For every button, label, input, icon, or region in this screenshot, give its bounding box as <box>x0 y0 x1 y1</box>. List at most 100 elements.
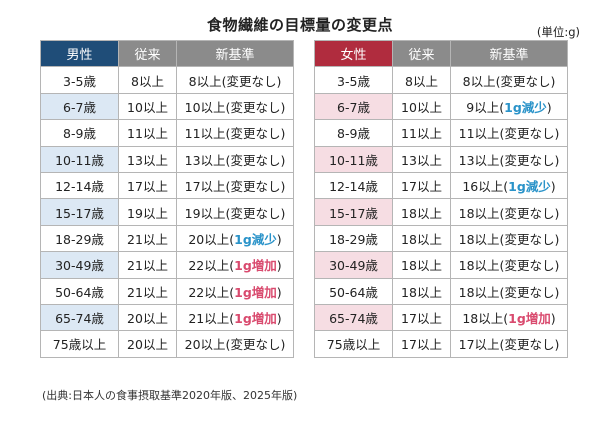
table-row: 75歳以上 20以上 20以上(変更なし) <box>40 330 294 358</box>
table-row: 50-64歳 21以上 22以上(1g増加) <box>40 277 294 305</box>
new-value-text: 18以上(変更なし) <box>458 284 560 300</box>
close-paren: ) <box>276 231 282 247</box>
new-value-cell: 22以上(1g増加) <box>176 277 294 305</box>
old-value-cell: 20以上 <box>118 330 177 358</box>
age-cell: 8-9歳 <box>40 119 119 147</box>
new-value-text: 13以上(変更なし) <box>184 152 286 168</box>
age-cell: 6-7歳 <box>40 92 119 121</box>
old-value-cell: 11以上 <box>118 119 177 147</box>
age-cell: 6-7歳 <box>314 92 393 121</box>
table-row: 18-29歳 18以上 18以上(変更なし) <box>314 224 568 253</box>
new-value-cell: 13以上(変更なし) <box>450 145 568 173</box>
new-value-text: 21以上( <box>188 311 235 327</box>
female-header-sex: 女性 <box>314 39 393 68</box>
male-header-sex: 男性 <box>40 39 119 68</box>
old-value-cell: 19以上 <box>118 198 177 226</box>
old-value-cell: 17以上 <box>392 171 451 200</box>
male-header-new: 新基準 <box>176 39 294 68</box>
table-row: 12-14歳 17以上 17以上(変更なし) <box>40 171 294 200</box>
decrease-highlight: 1g減少 <box>234 231 277 247</box>
new-value-cell: 18以上(変更なし) <box>450 224 568 253</box>
new-value-cell: 20以上(変更なし) <box>176 330 294 358</box>
new-value-cell: 11以上(変更なし) <box>450 119 568 147</box>
new-value-cell: 20以上(1g減少) <box>176 224 294 253</box>
close-paren: ) <box>276 311 282 327</box>
age-cell: 75歳以上 <box>314 330 393 358</box>
new-value-text: 17以上(変更なし) <box>458 337 560 353</box>
table-row: 30-49歳 18以上 18以上(変更なし) <box>314 251 568 279</box>
new-value-cell: 10以上(変更なし) <box>176 92 294 121</box>
table-row: 75歳以上 17以上 17以上(変更なし) <box>314 330 568 358</box>
old-value-cell: 20以上 <box>118 303 177 332</box>
page-title: 食物繊維の目標量の変更点 <box>206 16 393 34</box>
new-value-cell: 11以上(変更なし) <box>176 119 294 147</box>
age-cell: 12-14歳 <box>314 171 393 200</box>
age-cell: 15-17歳 <box>314 198 393 226</box>
male-header-row: 男性 従来 新基準 <box>40 39 294 68</box>
table-row: 8-9歳 11以上 11以上(変更なし) <box>314 119 568 147</box>
new-value-cell: 8以上(変更なし) <box>176 66 294 94</box>
new-value-text: 16以上( <box>462 179 509 195</box>
increase-highlight: 1g増加 <box>234 284 277 300</box>
female-table: 女性 従来 新基準 3-5歳 8以上 8以上(変更なし) 6-7歳 10以上 9以上(1g… <box>314 39 568 358</box>
new-value-text: 22以上( <box>188 258 235 274</box>
female-header-row: 女性 従来 新基準 <box>314 39 568 68</box>
age-cell: 30-49歳 <box>314 251 393 279</box>
new-value-cell: 18以上(変更なし) <box>450 198 568 226</box>
new-value-text: 8以上(変更なし) <box>188 73 282 89</box>
new-value-cell: 9以上(1g減少) <box>450 92 568 121</box>
table-row: 65-74歳 20以上 21以上(1g増加) <box>40 303 294 332</box>
age-cell: 3-5歳 <box>314 66 393 94</box>
age-cell: 18-29歳 <box>40 224 119 253</box>
new-value-cell: 16以上(1g減少) <box>450 171 568 200</box>
old-value-cell: 10以上 <box>118 92 177 121</box>
decrease-highlight: 1g減少 <box>508 179 551 195</box>
new-value-cell: 18以上(変更なし) <box>450 277 568 305</box>
old-value-cell: 18以上 <box>392 277 451 305</box>
male-table: 男性 従来 新基準 3-5歳 8以上 8以上(変更なし) 6-7歳 10以上 10以上(変… <box>40 39 294 358</box>
female-header-new: 新基準 <box>450 39 568 68</box>
new-value-cell: 21以上(1g増加) <box>176 303 294 332</box>
old-value-cell: 21以上 <box>118 251 177 279</box>
old-value-cell: 18以上 <box>392 224 451 253</box>
old-value-cell: 8以上 <box>392 66 451 94</box>
table-row: 15-17歳 19以上 19以上(変更なし) <box>40 198 294 226</box>
table-row: 18-29歳 21以上 20以上(1g減少) <box>40 224 294 253</box>
old-value-cell: 21以上 <box>118 277 177 305</box>
old-value-cell: 13以上 <box>392 145 451 173</box>
source-note: (出典:日本人の食事摂取基準2020年版、2025年版) <box>42 389 298 402</box>
age-cell: 50-64歳 <box>40 277 119 305</box>
new-value-cell: 22以上(1g増加) <box>176 251 294 279</box>
close-paren: ) <box>276 258 282 274</box>
new-value-text: 20以上(変更なし) <box>184 337 286 353</box>
new-value-text: 18以上(変更なし) <box>458 258 560 274</box>
close-paren: ) <box>546 99 552 115</box>
new-value-text: 9以上( <box>466 99 505 115</box>
age-cell: 65-74歳 <box>314 303 393 332</box>
old-value-cell: 17以上 <box>392 303 451 332</box>
new-value-cell: 13以上(変更なし) <box>176 145 294 173</box>
age-cell: 15-17歳 <box>40 198 119 226</box>
female-header-old: 従来 <box>392 39 451 68</box>
age-cell: 8-9歳 <box>314 119 393 147</box>
table-row: 12-14歳 17以上 16以上(1g減少) <box>314 171 568 200</box>
table-row: 10-11歳 13以上 13以上(変更なし) <box>40 145 294 173</box>
age-cell: 65-74歳 <box>40 303 119 332</box>
new-value-text: 13以上(変更なし) <box>458 152 560 168</box>
increase-highlight: 1g増加 <box>234 258 277 274</box>
new-value-text: 22以上( <box>188 284 235 300</box>
age-cell: 10-11歳 <box>40 145 119 173</box>
age-cell: 18-29歳 <box>314 224 393 253</box>
old-value-cell: 17以上 <box>118 171 177 200</box>
table-row: 3-5歳 8以上 8以上(変更なし) <box>40 66 294 94</box>
age-cell: 75歳以上 <box>40 330 119 358</box>
new-value-text: 11以上(変更なし) <box>458 126 560 142</box>
old-value-cell: 17以上 <box>392 330 451 358</box>
old-value-cell: 21以上 <box>118 224 177 253</box>
age-cell: 30-49歳 <box>40 251 119 279</box>
new-value-cell: 18以上(1g増加) <box>450 303 568 332</box>
table-row: 65-74歳 17以上 18以上(1g増加) <box>314 303 568 332</box>
new-value-text: 10以上(変更なし) <box>184 99 286 115</box>
old-value-cell: 13以上 <box>118 145 177 173</box>
new-value-text: 11以上(変更なし) <box>184 126 286 142</box>
